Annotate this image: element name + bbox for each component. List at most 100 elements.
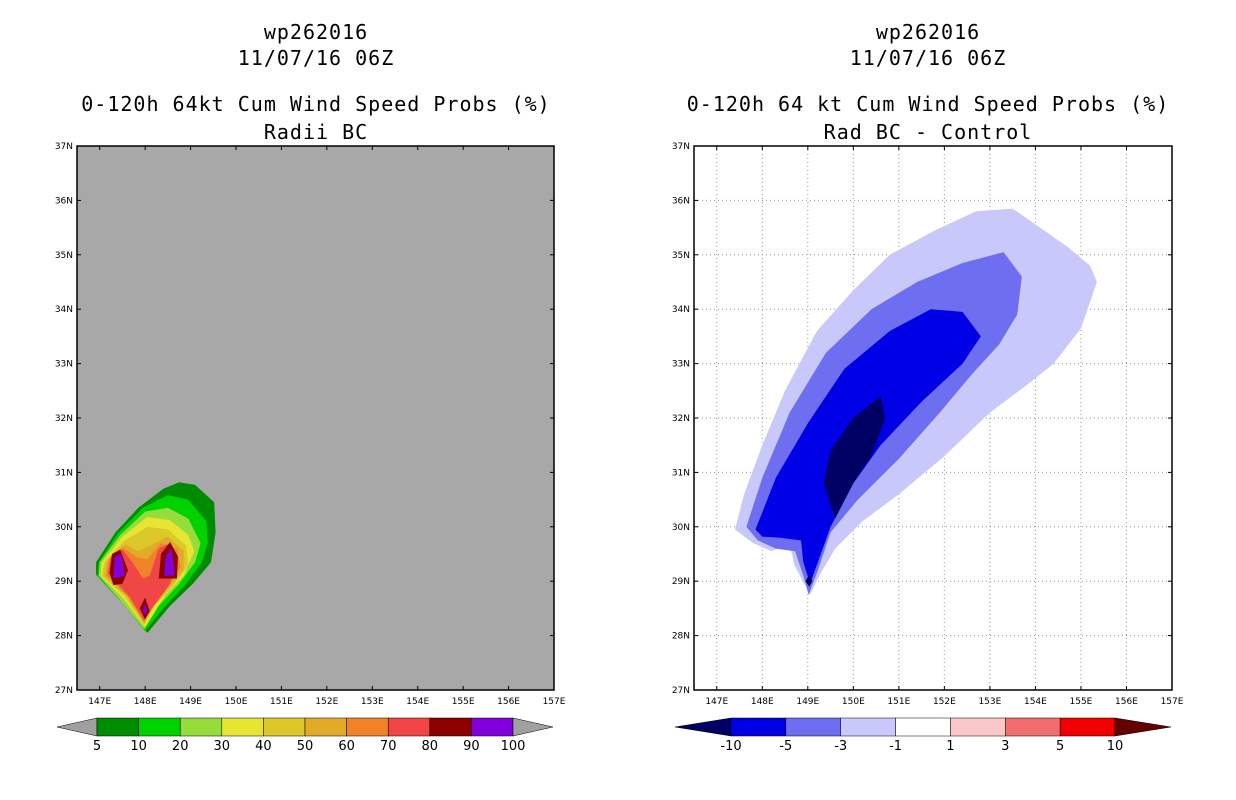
y-tick-label: 27N <box>55 686 73 696</box>
colorbar-label: 10 <box>1107 739 1124 754</box>
colorbar-segment <box>263 717 306 737</box>
x-tick-label: 149E <box>796 697 819 707</box>
colorbar-label: 30 <box>214 739 231 754</box>
y-tick-label: 29N <box>672 577 690 587</box>
colorbar-segment <box>730 717 787 737</box>
left-datetime: 11/07/16 06Z <box>237 46 395 70</box>
y-tick-label: 28N <box>55 632 73 642</box>
colorbar-label: 10 <box>130 739 147 754</box>
x-tick-label: 151E <box>887 697 910 707</box>
y-tick-label: 34N <box>55 305 73 315</box>
y-tick-label: 32N <box>55 414 73 424</box>
y-tick-label: 27N <box>672 686 690 696</box>
y-tick-label: 30N <box>672 523 690 533</box>
x-tick-label: 152E <box>315 697 338 707</box>
x-tick-label: 151E <box>270 697 293 707</box>
colorbar-segment <box>840 717 896 737</box>
colorbar-label: -5 <box>779 739 792 754</box>
contour-level-neg10 <box>823 396 886 519</box>
y-tick-label: 36N <box>55 196 73 206</box>
contour-level-neg10 <box>805 574 813 587</box>
colorbar-label: 5 <box>1056 739 1064 754</box>
x-tick-label: 156E <box>497 697 520 707</box>
colorbar-segment <box>179 717 223 737</box>
colorbar-segment <box>96 717 139 737</box>
colorbar-extend-low <box>674 717 732 737</box>
colorbar-label: 5 <box>93 739 101 754</box>
colorbar-segment <box>785 717 841 737</box>
colorbar-segment <box>387 717 431 737</box>
y-tick-label: 36N <box>672 196 690 206</box>
colorbar-label: -1 <box>889 739 902 754</box>
right-chart-title: 0-120h 64 kt Cum Wind Speed Probs (%) <box>686 92 1170 116</box>
colorbar-extend-high <box>1114 717 1172 737</box>
left-storm-id: wp262016 <box>263 20 369 44</box>
panel-left: 147E 148E 149E 150E 151E 152E 153E 154E 155E 156E… <box>55 142 566 754</box>
y-tick-label: 33N <box>55 360 73 370</box>
x-tick-label: 150E <box>225 697 248 707</box>
colorbar-segment <box>429 717 472 737</box>
x-tick-label: 155E <box>1070 697 1093 707</box>
colorbar-label: 100 <box>501 739 526 754</box>
colorbar-segment <box>950 717 1006 737</box>
y-tick-label: 35N <box>55 251 73 261</box>
panel-right: 147E 148E 149E 150E 151E 152E 153E 154E 155E 156E… <box>672 142 1184 754</box>
x-tick-label: 148E <box>751 697 774 707</box>
colorbar-segment <box>1005 717 1061 737</box>
colorbar-label: 90 <box>463 739 480 754</box>
right-datetime: 11/07/16 06Z <box>849 46 1007 70</box>
right-chart-subtitle: Rad BC - Control <box>823 120 1033 144</box>
colorbar-label: 40 <box>255 739 272 754</box>
x-tick-label: 148E <box>134 697 157 707</box>
right-storm-id: wp262016 <box>875 20 981 44</box>
x-tick-label: 152E <box>933 697 956 707</box>
colorbar-extend-high <box>512 717 554 737</box>
x-tick-label: 156E <box>1115 697 1138 707</box>
x-tick-label: 147E <box>705 697 728 707</box>
colorbar-label: -3 <box>834 739 847 754</box>
x-tick-label: 157E <box>1161 697 1184 707</box>
left-chart-subtitle: Radii BC <box>263 120 369 144</box>
colorbar-label: 50 <box>297 739 314 754</box>
x-tick-label: 149E <box>179 697 202 707</box>
contour-level-90 <box>164 548 175 576</box>
y-tick-label: 37N <box>55 142 73 152</box>
colorbar-segment <box>471 717 514 737</box>
y-tick-label: 32N <box>672 414 690 424</box>
colorbar-segment <box>221 717 264 737</box>
left-chart-title: 0-120h 64kt Cum Wind Speed Probs (%) <box>81 92 551 116</box>
colorbar-label: 1 <box>946 739 954 754</box>
colorbar-label: 3 <box>1001 739 1009 754</box>
x-tick-label: 157E <box>543 697 566 707</box>
y-tick-label: 37N <box>672 142 690 152</box>
y-tick-label: 35N <box>672 251 690 261</box>
colorbar-label: 80 <box>422 739 439 754</box>
colorbar-segment <box>1059 717 1116 737</box>
x-tick-label: 153E <box>978 697 1001 707</box>
colorbar-segment <box>895 717 951 737</box>
y-tick-label: 29N <box>55 577 73 587</box>
colorbar-label: 70 <box>380 739 397 754</box>
colorbar-segment <box>138 717 181 737</box>
x-tick-label: 155E <box>452 697 475 707</box>
colorbar-label: 60 <box>338 739 355 754</box>
contour-level-90 <box>113 554 125 579</box>
colorbar: 5 10 20 30 40 50 60 70 80 90 100 <box>56 717 554 754</box>
colorbar-segment <box>346 717 389 737</box>
colorbar-label: 20 <box>172 739 189 754</box>
colorbar-extend-low <box>56 717 98 737</box>
x-tick-label: 154E <box>1024 697 1047 707</box>
y-tick-label: 33N <box>672 360 690 370</box>
colorbar: -10 -5 -3 -1 1 3 5 10 <box>674 717 1172 754</box>
y-tick-label: 34N <box>672 305 690 315</box>
y-tick-label: 28N <box>672 632 690 642</box>
y-tick-label: 30N <box>55 523 73 533</box>
y-tick-label: 31N <box>672 468 690 478</box>
contour-level-90 <box>142 604 148 615</box>
x-tick-label: 153E <box>361 697 384 707</box>
x-tick-label: 150E <box>842 697 865 707</box>
colorbar-segment <box>304 717 347 737</box>
x-tick-label: 147E <box>88 697 111 707</box>
colorbar-label: -10 <box>720 739 741 754</box>
